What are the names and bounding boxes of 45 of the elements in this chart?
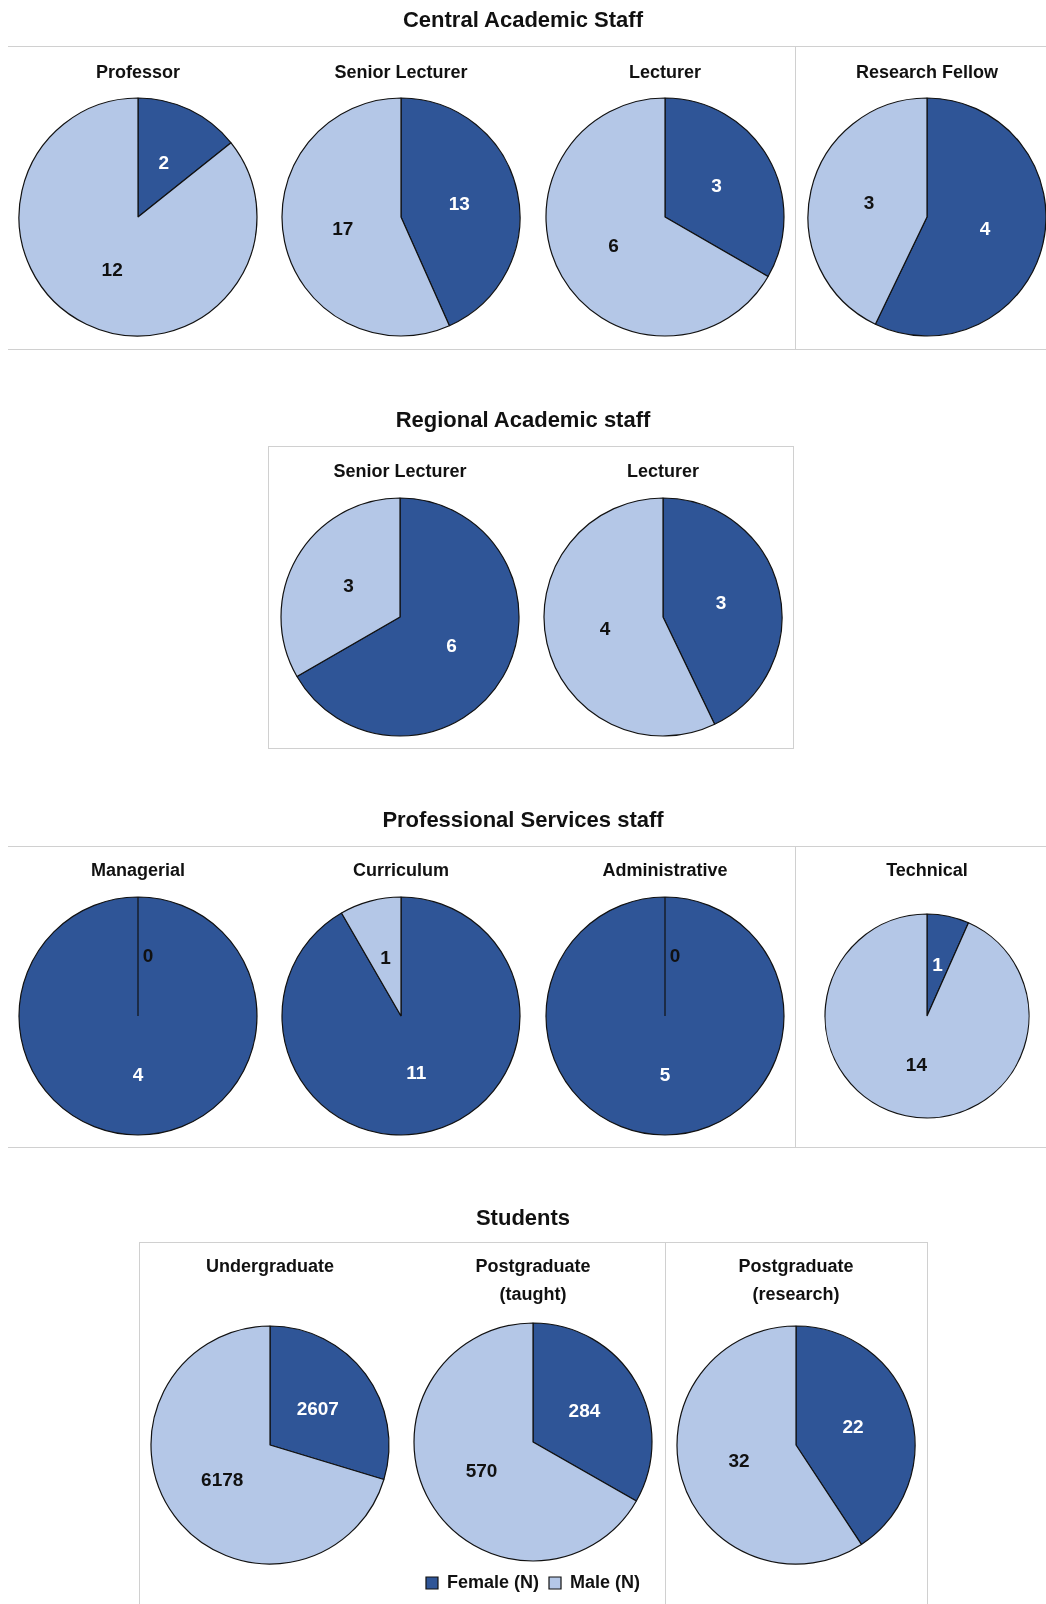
text: Central Academic Staff (401, 7, 644, 33)
data-label: 4 (599, 618, 611, 640)
data-label: 4 (132, 1063, 144, 1085)
data-label: 3 (711, 175, 722, 197)
data-label: 3 (715, 591, 727, 613)
data-label: 13 (448, 192, 470, 214)
chart-title: Administrative (601, 859, 729, 882)
chart-title: Managerial (89, 859, 186, 882)
data-label: 3 (863, 191, 875, 213)
chart-title: Professor (94, 61, 181, 84)
data-label: 3 (343, 575, 354, 597)
chart-title: Technical (885, 859, 969, 882)
text: Students (474, 1205, 572, 1231)
text: 0 (669, 944, 681, 966)
legend-label: Male (N) (570, 1571, 641, 1592)
chart-title: Postgraduate (taught) (474, 1255, 592, 1306)
chart-title: Lecturer (626, 460, 700, 483)
data-label: 5 (659, 1063, 671, 1085)
data-label: 6 (608, 234, 619, 256)
chart-title: Lecturer (628, 61, 702, 84)
chart-title: Research Fellow (854, 61, 1000, 84)
data-label: 11 (406, 1061, 427, 1083)
data-label: 570 (465, 1460, 498, 1482)
data-label: 6178 (201, 1468, 244, 1490)
data-label: 14 (905, 1054, 928, 1076)
data-label: 6 (446, 634, 457, 656)
data-label: 284 (568, 1400, 601, 1422)
data-label: 1 (380, 946, 392, 968)
text: Regional Academic staff (394, 407, 652, 433)
text: 0 (142, 944, 154, 966)
data-label: 32 (728, 1450, 750, 1472)
data-label: 17 (332, 217, 354, 239)
text: Professional Services staff (381, 807, 665, 833)
chart-title: Curriculum (352, 859, 450, 882)
data-label: 4 (979, 218, 991, 240)
data-label: 12 (101, 258, 123, 280)
chart-title: Undergraduate (205, 1255, 335, 1278)
chart-title: Senior Lecturer (332, 460, 468, 483)
chart-title: Postgraduate (research) (737, 1255, 855, 1306)
data-label: 1 (932, 954, 944, 976)
data-label: 22 (842, 1416, 864, 1438)
legend-label: Female (N) (446, 1571, 540, 1592)
data-label: 2607 (296, 1397, 339, 1419)
chart-title: Senior Lecturer (333, 61, 469, 84)
data-label: 2 (158, 151, 170, 173)
